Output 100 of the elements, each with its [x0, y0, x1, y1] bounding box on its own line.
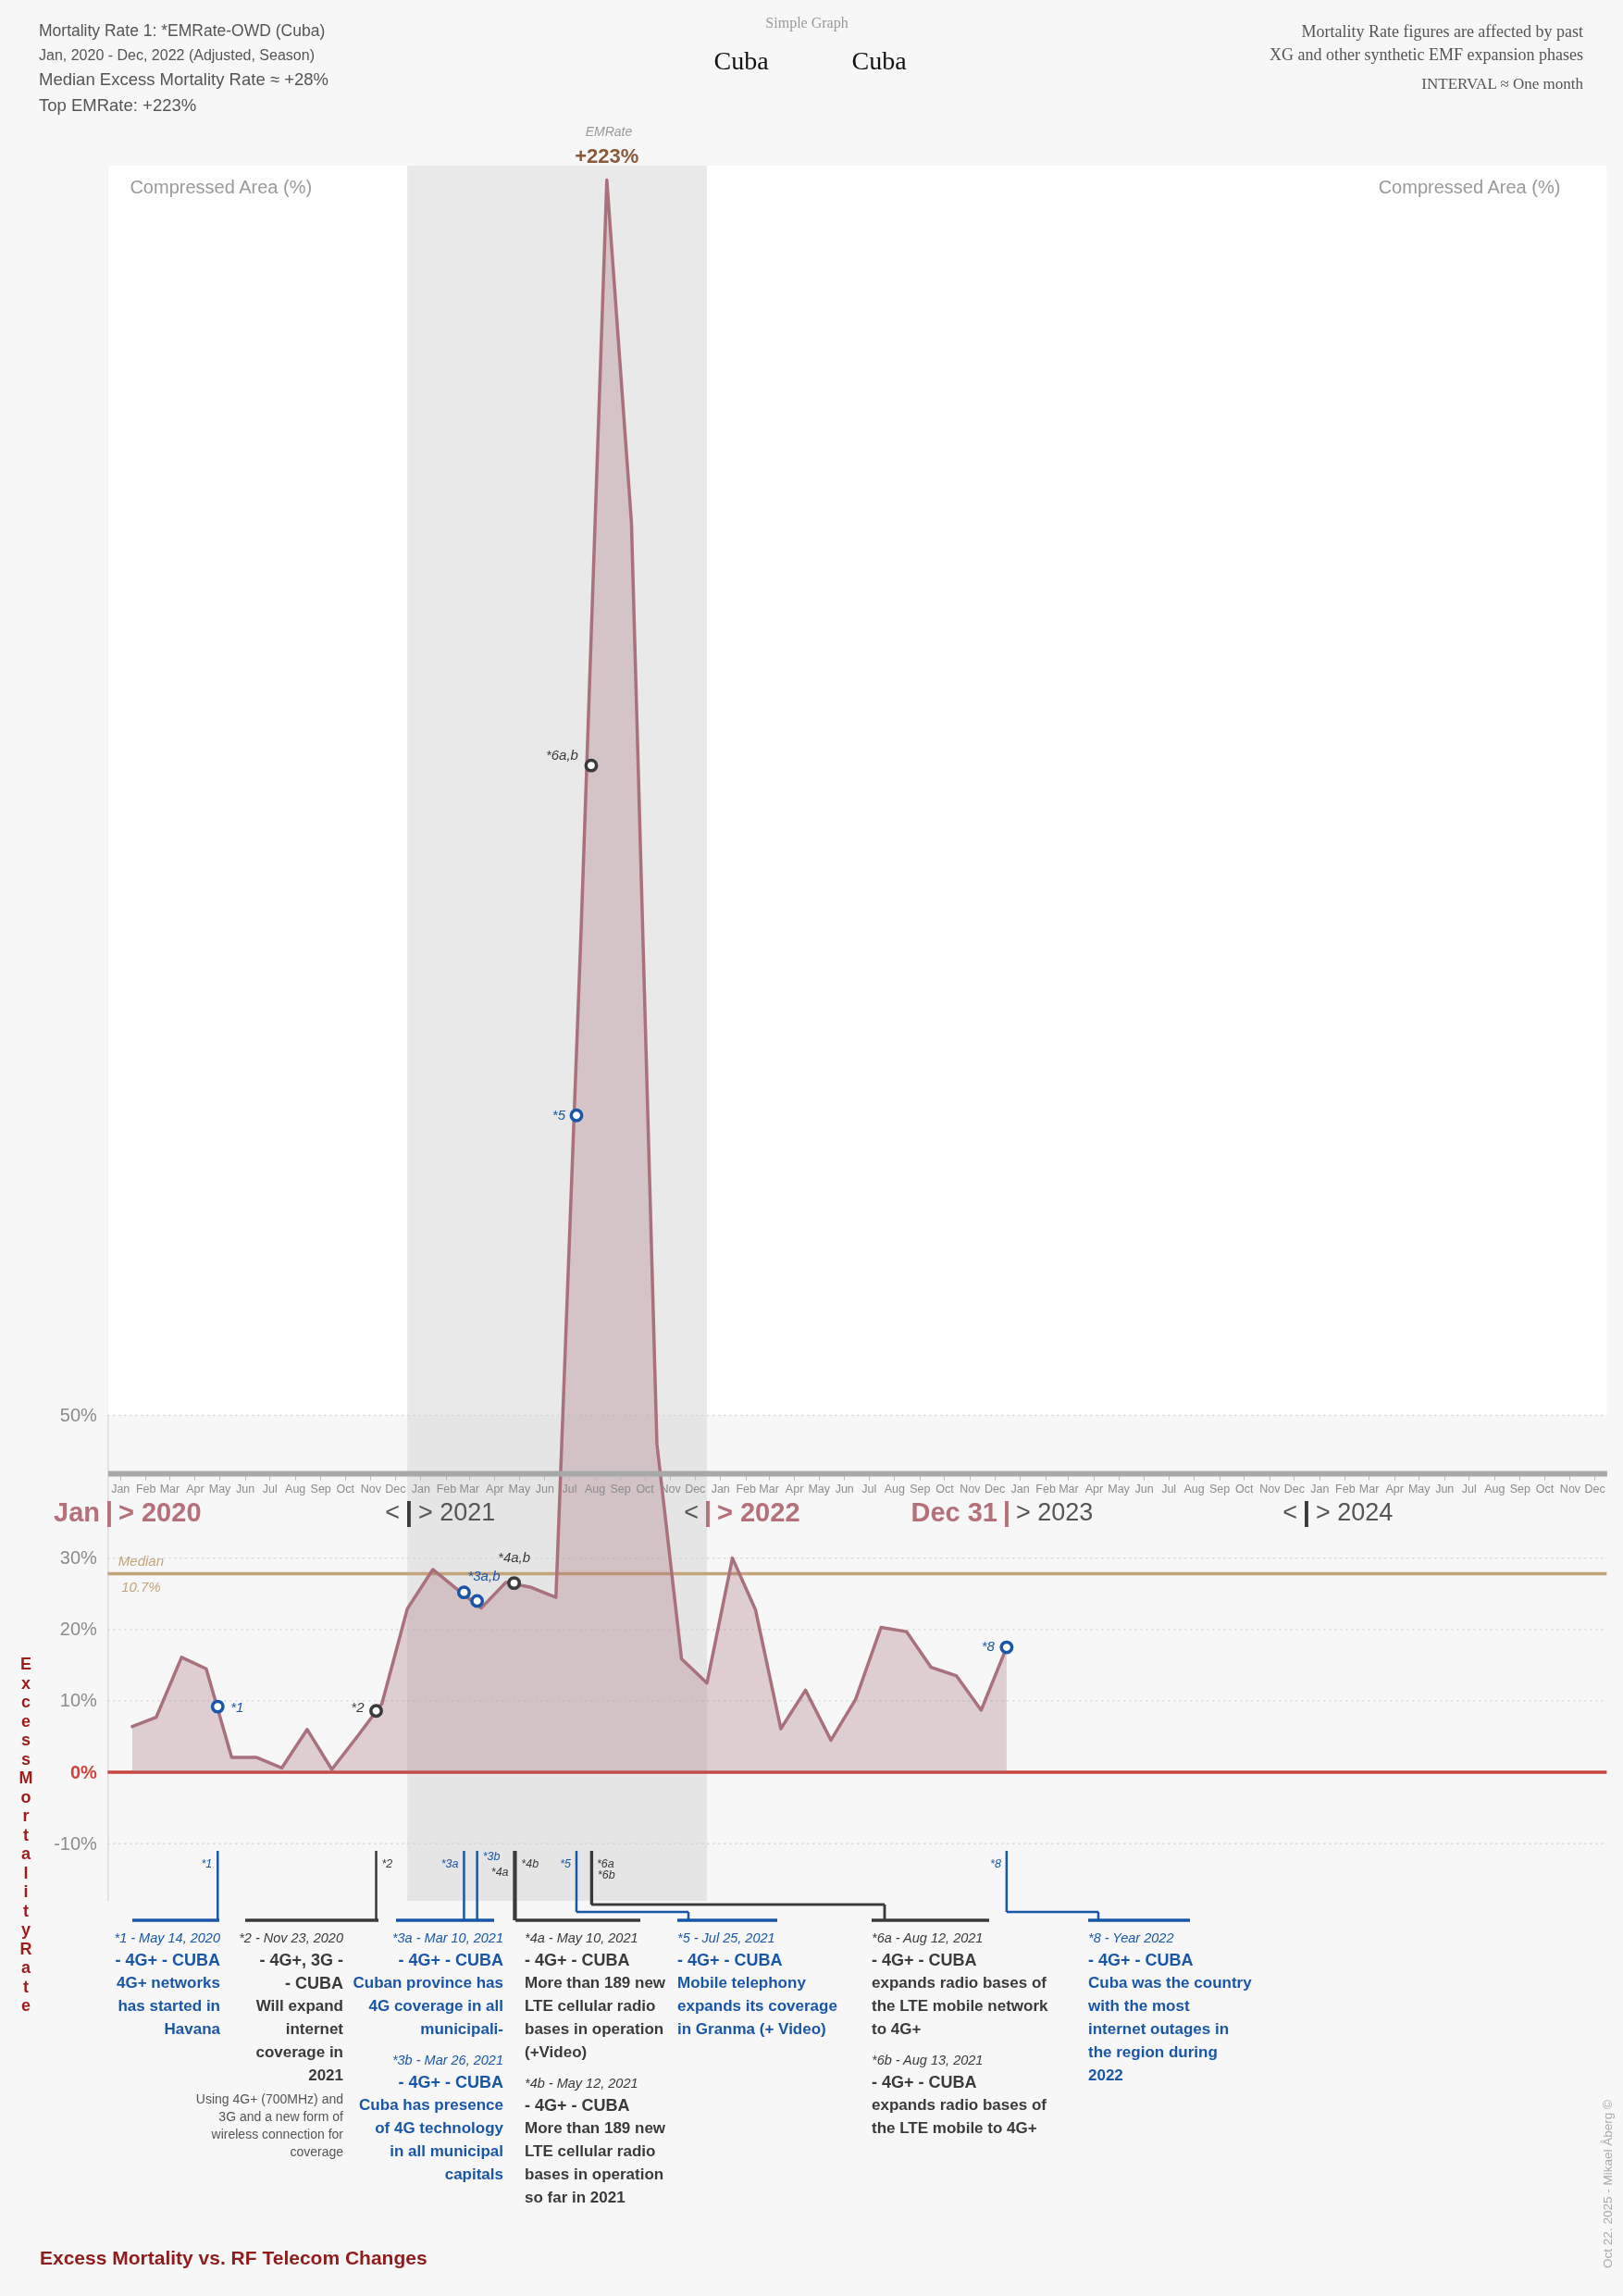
x-tick-label: Feb	[736, 1482, 757, 1496]
y-tick-label: 20%	[59, 1619, 98, 1640]
x-tick-label: Nov	[1559, 1482, 1581, 1496]
x-tick-label: Oct	[1235, 1482, 1255, 1496]
x-tick-label: Oct	[1535, 1482, 1555, 1496]
text: Cuba	[851, 46, 908, 75]
annotation: < | > 2021	[385, 1496, 496, 1527]
ref-line-label: Median 10.7%	[118, 1552, 164, 1595]
text: Compressed Area (%)	[1378, 177, 1561, 197]
text: *3a - Mar 10, 2021	[391, 1930, 503, 1945]
annotation: *4a,b	[498, 1548, 531, 1565]
text: - 4G+ - CUBA	[1088, 1951, 1194, 1969]
x-tick-label: Feb	[436, 1482, 457, 1496]
x-tick-label: Aug	[285, 1482, 306, 1496]
y-tick-label: 10%	[59, 1690, 98, 1711]
annotation: *2	[351, 1698, 365, 1715]
text: expands radio bases of the LTE mobile network to 4G+	[872, 1974, 1049, 2038]
x-tick-label: Dec	[984, 1482, 1006, 1496]
x-tick-label: Jan	[711, 1482, 730, 1496]
text: Median Excess Mortality Rate ≈ +28%	[39, 69, 328, 89]
x-tick-label: Nov	[960, 1482, 982, 1496]
x-tick-label: Sep	[1509, 1482, 1531, 1496]
text: More than 189 new LTE cellular radio bases in operation so far in 2021	[525, 2119, 666, 2206]
text: - 4G+ - CUBA	[398, 1951, 503, 1969]
annotation: < | > 2024	[1282, 1496, 1394, 1527]
x-tick-label: Apr	[186, 1482, 204, 1496]
text: Oct 22. 2025 - Mikael Åberg ©	[1601, 2100, 1615, 2268]
ref-line-label: *1	[201, 1857, 213, 1870]
ref-line-label: *6b	[597, 1868, 615, 1881]
text: Cuba	[713, 46, 770, 75]
point	[584, 758, 599, 773]
annotation: *6a,b	[545, 747, 578, 763]
x-tick-label: Apr	[1385, 1482, 1404, 1496]
x-tick-label: Jun	[835, 1482, 854, 1496]
annotation: *5	[551, 1107, 566, 1123]
y-tick-label: 0%	[69, 1761, 98, 1782]
ref-line-label: *4b	[521, 1857, 539, 1870]
annotation: Dec 31 | > 2023	[911, 1496, 1094, 1527]
text: More than 189 new LTE cellular radio bases in operation (+Video)	[525, 1974, 666, 2061]
text: 4G+ networks has started in Havana	[117, 1974, 221, 2038]
x-tick-label: Dec	[685, 1482, 706, 1496]
x-tick-label: Oct	[935, 1482, 955, 1496]
text: Will expand internet coverage in 2021	[255, 1997, 344, 2084]
x-tick-label: Aug	[884, 1482, 905, 1496]
x-tick-label: Sep	[1209, 1482, 1231, 1496]
text: *1 - May 14, 2020	[114, 1930, 220, 1945]
text: Jan, 2020 - Dec, 2022 (Adjusted, Season)	[39, 47, 315, 63]
x-tick-label: Apr	[1084, 1482, 1104, 1496]
point	[456, 1585, 471, 1600]
y-tick-label: -10%	[54, 1832, 98, 1854]
x-tick-label: Dec	[385, 1482, 406, 1496]
text: Mobile telephony expands its coverage in Granma (+ Video)	[677, 1974, 837, 2038]
text: Top EMRate: +223%	[39, 95, 197, 115]
text: expands radio bases of the LTE mobile to 4G+	[872, 2096, 1047, 2137]
text: - 4G+ - CUBA	[525, 1951, 630, 1969]
x-tick-label: Dec	[1283, 1482, 1305, 1496]
ref-line-label: *2	[381, 1857, 393, 1870]
x-tick-label: Mar	[159, 1482, 180, 1496]
text: - 4G+ - CUBA	[872, 1951, 977, 1969]
x-tick-label: Jun	[1435, 1482, 1455, 1496]
text: Excess Mortality vs. RF Telecom Changes	[40, 2247, 427, 2268]
ref-line-label: *5	[560, 1857, 572, 1870]
x-tick-label: Dec	[1584, 1482, 1605, 1496]
text: - 4G+ - CUBA	[115, 1951, 220, 1969]
x-tick-label: Jan	[111, 1482, 130, 1496]
x-tick-label: Jun	[1134, 1482, 1154, 1496]
text: *5 - Jul 25, 2021	[677, 1930, 775, 1945]
text: *6a - Aug 12, 2021	[872, 1930, 984, 1945]
point	[569, 1108, 584, 1123]
x-tick-label: Mar	[459, 1482, 480, 1496]
x-tick-label: Aug	[1484, 1482, 1505, 1496]
text: Cuba was the country with the most internet outages in the region during 2022	[1087, 1974, 1253, 2084]
x-tick-label: Oct	[636, 1482, 655, 1496]
text: INTERVAL ≈ One month	[1421, 75, 1584, 93]
text: *8 - Year 2022	[1088, 1930, 1174, 1945]
text: XG and other synthetic EMF expansion phases	[1270, 45, 1583, 64]
x-tick-label: Apr	[785, 1482, 804, 1496]
text: Using 4G+ (700MHz) and 3G and a new form of wireless connection for coverage	[195, 2091, 344, 2159]
x-tick-label: Sep	[910, 1482, 931, 1496]
ref-line-label: *3a	[440, 1857, 459, 1870]
x-tick-label: Mar	[1358, 1482, 1380, 1496]
band-label: Compressed Area (%)	[130, 177, 313, 197]
ref-line-label: *8	[990, 1857, 1001, 1870]
x-tick-label: Jul	[262, 1482, 278, 1496]
x-tick-label: Feb	[1335, 1482, 1356, 1496]
x-tick-label: Jul	[562, 1482, 577, 1496]
text: Mortality Rate figures are affected by past	[1301, 22, 1583, 41]
x-tick-label: Aug	[584, 1482, 606, 1496]
text: - 4G+ - CUBA	[525, 2096, 630, 2115]
ref-line-label: *3b	[482, 1850, 501, 1863]
ref-line-label: *4a	[490, 1866, 509, 1879]
annotation: < | > 2022	[684, 1496, 800, 1527]
x-tick-label: Oct	[336, 1482, 355, 1496]
x-tick-label: Mar	[759, 1482, 779, 1496]
x-tick-label: May	[508, 1482, 531, 1496]
x-tick-label: Nov	[1259, 1482, 1282, 1496]
point	[999, 1640, 1014, 1655]
text: *4a - May 10, 2021	[525, 1930, 638, 1945]
text: Mortality Rate 1: *EMRate-OWD (Cuba)	[39, 21, 326, 40]
text: *6b - Aug 13, 2021	[872, 2053, 984, 2067]
